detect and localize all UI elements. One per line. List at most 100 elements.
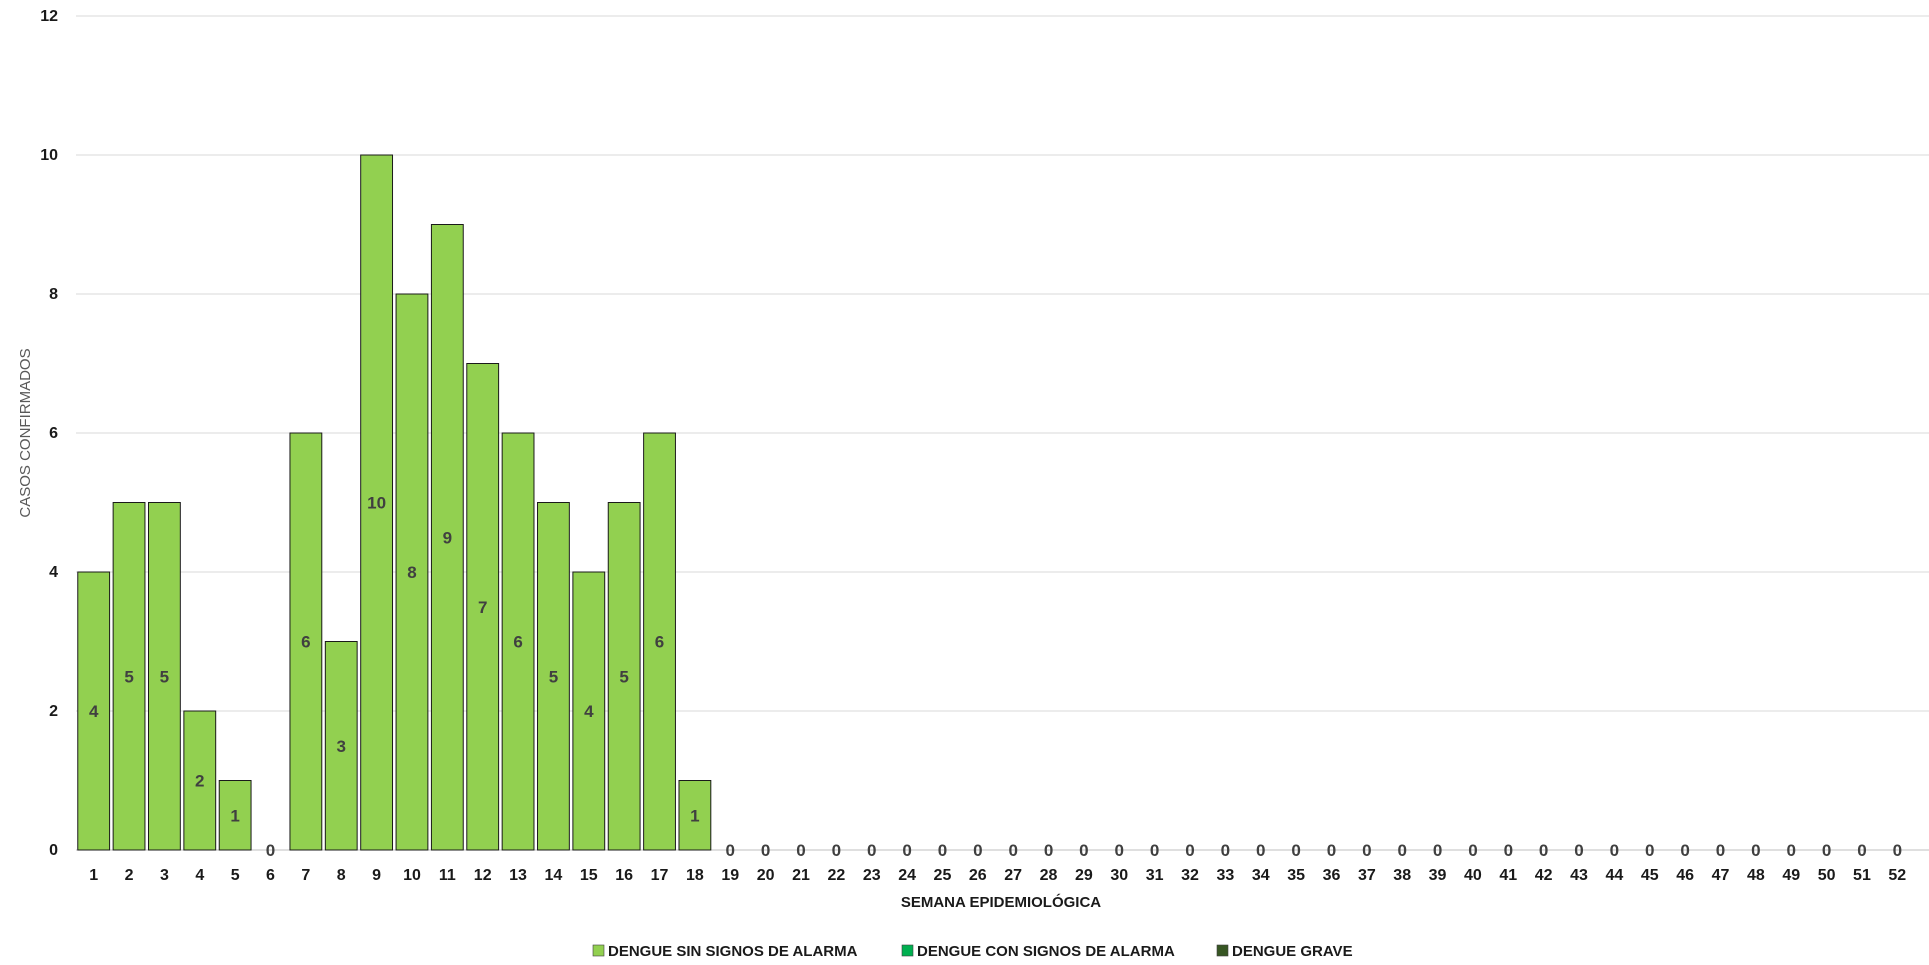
bar (607, 502, 641, 851)
data-label: 0 (1221, 841, 1230, 860)
x-tick-label: 14 (545, 867, 563, 884)
data-label: 0 (1786, 841, 1795, 860)
data-label: 0 (266, 841, 275, 860)
legend-label: DENGUE GRAVE (1232, 943, 1353, 960)
data-label: 10 (367, 494, 386, 513)
x-tick-label: 17 (651, 867, 669, 884)
data-label: 0 (902, 841, 911, 860)
x-tick-label: 6 (266, 867, 275, 884)
data-label: 0 (1150, 841, 1159, 860)
bar (572, 571, 606, 851)
x-tick-label: 33 (1216, 867, 1234, 884)
data-label: 0 (1857, 841, 1866, 860)
y-tick-label: 8 (49, 286, 58, 303)
x-tick-label: 2 (125, 867, 134, 884)
data-label: 4 (89, 702, 99, 721)
data-label: 0 (1610, 841, 1619, 860)
legend: DENGUE SIN SIGNOS DE ALARMA DENGUE CON SI… (592, 943, 1353, 960)
data-label: 0 (1291, 841, 1300, 860)
bar (324, 641, 358, 851)
x-tick-label: 48 (1747, 867, 1765, 884)
x-tick-label: 52 (1888, 867, 1906, 884)
data-label: 0 (1822, 841, 1831, 860)
data-label: 0 (1397, 841, 1406, 860)
data-label: 2 (195, 772, 204, 791)
x-tick-label: 12 (474, 867, 492, 884)
x-tick-label: 41 (1499, 867, 1517, 884)
bar (395, 293, 429, 851)
x-tick-label: 27 (1004, 867, 1022, 884)
x-tick-label: 10 (403, 867, 421, 884)
data-label: 0 (1044, 841, 1053, 860)
x-tick-label: 4 (195, 867, 204, 884)
x-tick-label: 19 (721, 867, 739, 884)
x-tick-label: 9 (372, 867, 381, 884)
data-label: 0 (1716, 841, 1725, 860)
data-label: 5 (549, 667, 558, 686)
data-label: 0 (1680, 841, 1689, 860)
data-label: 1 (690, 806, 699, 825)
x-tick-label: 49 (1782, 867, 1800, 884)
x-tick-label: 5 (231, 867, 240, 884)
data-label: 0 (1893, 841, 1902, 860)
data-label: 0 (1645, 841, 1654, 860)
x-tick-label: 8 (337, 867, 346, 884)
data-label: 0 (1256, 841, 1265, 860)
data-label: 0 (973, 841, 982, 860)
data-label: 6 (513, 633, 522, 652)
bar (466, 363, 500, 851)
legend-swatch (1216, 944, 1229, 957)
x-tick-label: 26 (969, 867, 987, 884)
x-tick-label: 47 (1712, 867, 1730, 884)
bars (77, 154, 712, 851)
x-tick-label: 24 (898, 867, 916, 884)
bar (501, 432, 535, 851)
x-tick-label: 51 (1853, 867, 1871, 884)
x-tick-label: 36 (1323, 867, 1341, 884)
x-tick-label: 31 (1146, 867, 1164, 884)
legend-swatch (901, 944, 914, 957)
y-tick-label: 12 (40, 8, 58, 25)
data-label: 7 (478, 598, 487, 617)
x-tick-label: 35 (1287, 867, 1305, 884)
bar (678, 780, 712, 851)
x-tick-label: 3 (160, 867, 169, 884)
data-label: 0 (1574, 841, 1583, 860)
x-axis-title: SEMANA EPIDEMIOLÓGICA (901, 893, 1101, 911)
data-label: 0 (796, 841, 805, 860)
x-tick-label: 29 (1075, 867, 1093, 884)
bar (112, 502, 146, 851)
x-tick-label: 42 (1535, 867, 1553, 884)
x-tick-label: 34 (1252, 867, 1270, 884)
x-tick-label: 28 (1040, 867, 1058, 884)
x-tick-label: 32 (1181, 867, 1199, 884)
y-tick-label: 10 (40, 147, 58, 164)
data-label: 0 (1504, 841, 1513, 860)
x-tick-label: 40 (1464, 867, 1482, 884)
legend-label: DENGUE CON SIGNOS DE ALARMA (917, 943, 1175, 960)
data-label: 0 (1327, 841, 1336, 860)
bar (183, 710, 217, 851)
x-tick-label: 23 (863, 867, 881, 884)
data-label: 0 (726, 841, 735, 860)
x-tick-label: 39 (1429, 867, 1447, 884)
bar (77, 571, 111, 851)
data-label: 0 (1539, 841, 1548, 860)
data-label: 0 (1008, 841, 1017, 860)
y-axis-title: CASOS CONFIRMADOS (17, 348, 34, 517)
bar (643, 432, 676, 851)
y-tick-label: 2 (49, 703, 58, 720)
x-axis-ticks: 1 2 3 4 5 6 7 8 9 10 11 12 13 14 15 16 17 18 19 20 21 22 23 24 2… (89, 867, 1906, 884)
x-tick-label: 16 (615, 867, 633, 884)
data-label: 8 (407, 563, 416, 582)
bar (147, 502, 181, 851)
legend-swatch (592, 944, 605, 957)
x-tick-label: 11 (439, 867, 456, 884)
x-tick-label: 7 (301, 867, 310, 884)
data-label: 0 (832, 841, 841, 860)
bar (289, 432, 323, 851)
data-label: 9 (443, 528, 452, 547)
